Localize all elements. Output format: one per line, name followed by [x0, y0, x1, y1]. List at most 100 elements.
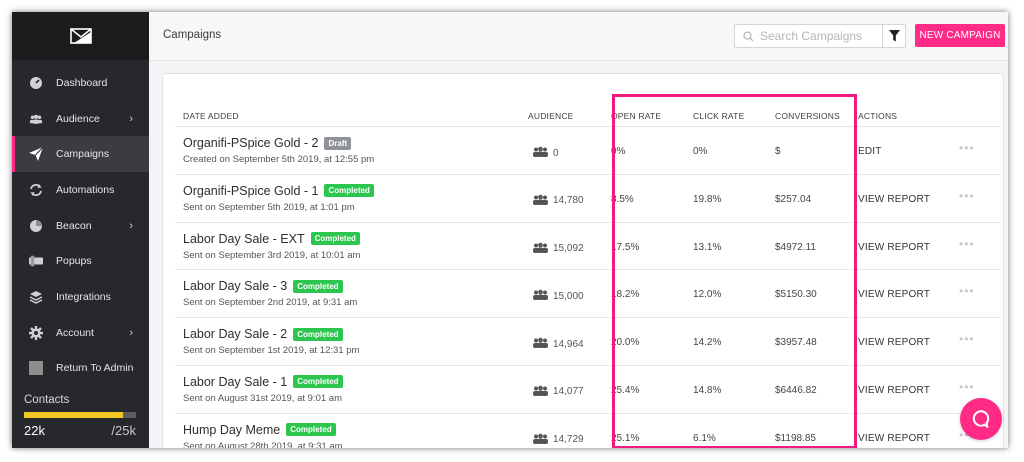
column-open-rate[interactable]: OPEN RATE: [611, 111, 662, 121]
sidebar-item-label: Campaigns: [56, 148, 110, 161]
contacts-usage: Contacts 22k /25k: [24, 394, 136, 438]
layers-icon: [29, 290, 43, 304]
table-row[interactable]: Organifi-PSpice Gold - 2 Draft Created on …: [175, 127, 1001, 175]
campaign-title: Labor Day Sale - EXT Completed: [183, 232, 360, 246]
open-rate-value: 18.2%: [611, 289, 640, 301]
contacts-used: 22k: [24, 423, 45, 438]
more-options-icon[interactable]: •••: [959, 188, 975, 203]
people-icon: [532, 194, 549, 208]
campaign-name[interactable]: Organifi-PSpice Gold - 1: [183, 183, 319, 198]
conversions-value: $: [775, 146, 781, 157]
app-window: Dashboard Audience › Campaigns Automations Be…: [12, 12, 1008, 448]
campaign-name[interactable]: Labor Day Sale - EXT: [183, 231, 305, 246]
more-options-icon[interactable]: •••: [959, 141, 975, 155]
more-options-icon[interactable]: •••: [959, 236, 975, 251]
click-rate-value: 12.0%: [693, 289, 722, 301]
more-options-icon[interactable]: •••: [959, 284, 975, 299]
sidebar-item-account[interactable]: Account ›: [12, 315, 149, 351]
column-actions: ACTIONS: [858, 111, 898, 121]
table-row[interactable]: Labor Day Sale - 2 Completed Sent on Septe…: [175, 318, 1001, 366]
audience-count: 0: [553, 147, 559, 159]
column-conversions[interactable]: CONVERSIONS: [775, 111, 841, 121]
search-icon: [742, 30, 754, 42]
new-campaign-button[interactable]: NEW CAMPAIGN: [915, 24, 1005, 47]
sidebar-item-return-to-admin[interactable]: Return To Admin: [12, 351, 149, 387]
campaign-title: Organifi-PSpice Gold - 2 Draft: [183, 136, 352, 150]
click-rate-value: 13.1%: [693, 241, 722, 253]
audience-count: 14,780: [553, 195, 584, 207]
search-input[interactable]: [758, 28, 874, 44]
conversions-value: $1198.85: [775, 432, 816, 444]
sidebar-item-dashboard[interactable]: Dashboard: [12, 65, 149, 101]
chat-help-button[interactable]: [960, 398, 1002, 440]
campaign-date: Sent on August 31st 2019, at 9:01 am: [183, 392, 342, 404]
row-action-link[interactable]: VIEW REPORT: [858, 432, 931, 444]
row-action-link[interactable]: VIEW REPORT: [858, 384, 931, 396]
contacts-progress-fill: [24, 412, 123, 418]
column-audience[interactable]: AUDIENCE: [528, 111, 574, 121]
chevron-right-icon: ›: [129, 219, 133, 232]
chevron-right-icon: ›: [129, 326, 133, 339]
search-box[interactable]: [734, 24, 883, 48]
audience-count: 14,964: [553, 338, 584, 350]
row-action-link[interactable]: VIEW REPORT: [858, 289, 931, 301]
sidebar-item-label: Dashboard: [56, 76, 108, 89]
table-row[interactable]: Labor Day Sale - 1 Completed Sent on Augus…: [175, 366, 1001, 414]
open-rate-value: 25.4%: [611, 384, 640, 396]
conversions-value: $5150.30: [775, 289, 817, 301]
row-action-link[interactable]: VIEW REPORT: [858, 241, 931, 253]
audience-cell: 14,964: [532, 337, 584, 351]
top-header: Campaigns NEW CAMPAIGN: [149, 12, 1008, 61]
row-action-link[interactable]: VIEW REPORT: [858, 193, 931, 205]
filter-button[interactable]: [882, 24, 906, 48]
campaigns-card: DATE ADDED AUDIENCE OPEN RATE CLICK RATE…: [162, 73, 1004, 448]
page-title: Campaigns: [163, 29, 222, 41]
click-rate-value: 14.2%: [693, 337, 722, 349]
audience-cell: 14,729: [532, 433, 584, 447]
sidebar-item-popups[interactable]: Popups: [12, 243, 149, 279]
status-badge: Completed: [293, 375, 343, 389]
paper-plane-icon: [29, 147, 43, 162]
sidebar-item-campaigns[interactable]: Campaigns: [12, 136, 149, 173]
table-row[interactable]: Labor Day Sale - EXT Completed Sent on Sep…: [175, 223, 1001, 271]
campaign-name[interactable]: Organifi-PSpice Gold - 2: [183, 136, 319, 150]
campaign-name[interactable]: Labor Day Sale - 1: [183, 374, 288, 389]
click-rate-value: 14.8%: [693, 384, 722, 396]
campaign-date: Sent on September 1st 2019, at 12:31 pm: [183, 345, 360, 357]
more-options-icon[interactable]: •••: [959, 379, 975, 394]
logo[interactable]: [12, 12, 149, 60]
sidebar-item-beacon[interactable]: Beacon ›: [12, 208, 149, 244]
column-date-added[interactable]: DATE ADDED: [183, 111, 239, 121]
campaign-date: Sent on September 5th 2019, at 1:01 pm: [183, 201, 355, 213]
campaign-date: Sent on August 28th 2019, at 9:31 am: [183, 440, 343, 448]
sidebar-item-label: Beacon: [56, 219, 92, 232]
table-row[interactable]: Hump Day Meme Completed Sent on August 28t…: [175, 414, 1001, 448]
campaign-name[interactable]: Labor Day Sale - 3: [183, 279, 288, 294]
click-rate-value: 0%: [693, 146, 708, 157]
campaign-title: Hump Day Meme Completed: [183, 423, 336, 437]
campaign-name[interactable]: Labor Day Sale - 2: [183, 327, 288, 342]
sidebar-item-integrations[interactable]: Integrations: [12, 279, 149, 315]
table-row[interactable]: Organifi-PSpice Gold - 1 Completed Sent on…: [175, 175, 1001, 223]
open-rate-value: 25.1%: [611, 432, 640, 444]
campaign-title: Labor Day Sale - 3 Completed: [183, 279, 343, 293]
row-action-link[interactable]: EDIT: [858, 146, 882, 157]
chat-bubble-icon: [972, 410, 990, 428]
column-click-rate[interactable]: CLICK RATE: [693, 111, 745, 121]
campaigns-table: DATE ADDED AUDIENCE OPEN RATE CLICK RATE…: [175, 90, 1001, 448]
sidebar-item-audience[interactable]: Audience ›: [12, 101, 149, 137]
audience-cell: 14,077: [532, 385, 584, 399]
row-action-link[interactable]: VIEW REPORT: [858, 337, 931, 349]
more-options-icon[interactable]: •••: [959, 332, 975, 347]
campaign-title: Labor Day Sale - 1 Completed: [183, 375, 343, 389]
open-rate-value: 17.5%: [611, 241, 640, 253]
table-row[interactable]: Labor Day Sale - 3 Completed Sent on Septe…: [175, 270, 1001, 319]
sidebar-item-label: Return To Admin: [56, 362, 134, 375]
campaign-date: Sent on September 2nd 2019, at 9:31 am: [183, 297, 358, 309]
campaign-date: Sent on September 3rd 2019, at 10:01 am: [183, 249, 361, 261]
sidebar-item-label: Integrations: [56, 290, 111, 303]
status-badge: Completed: [286, 423, 336, 437]
campaign-name[interactable]: Hump Day Meme: [183, 422, 281, 437]
sidebar-item-automations[interactable]: Automations: [12, 172, 149, 208]
campaign-title: Organifi-PSpice Gold - 1 Completed: [183, 184, 374, 198]
